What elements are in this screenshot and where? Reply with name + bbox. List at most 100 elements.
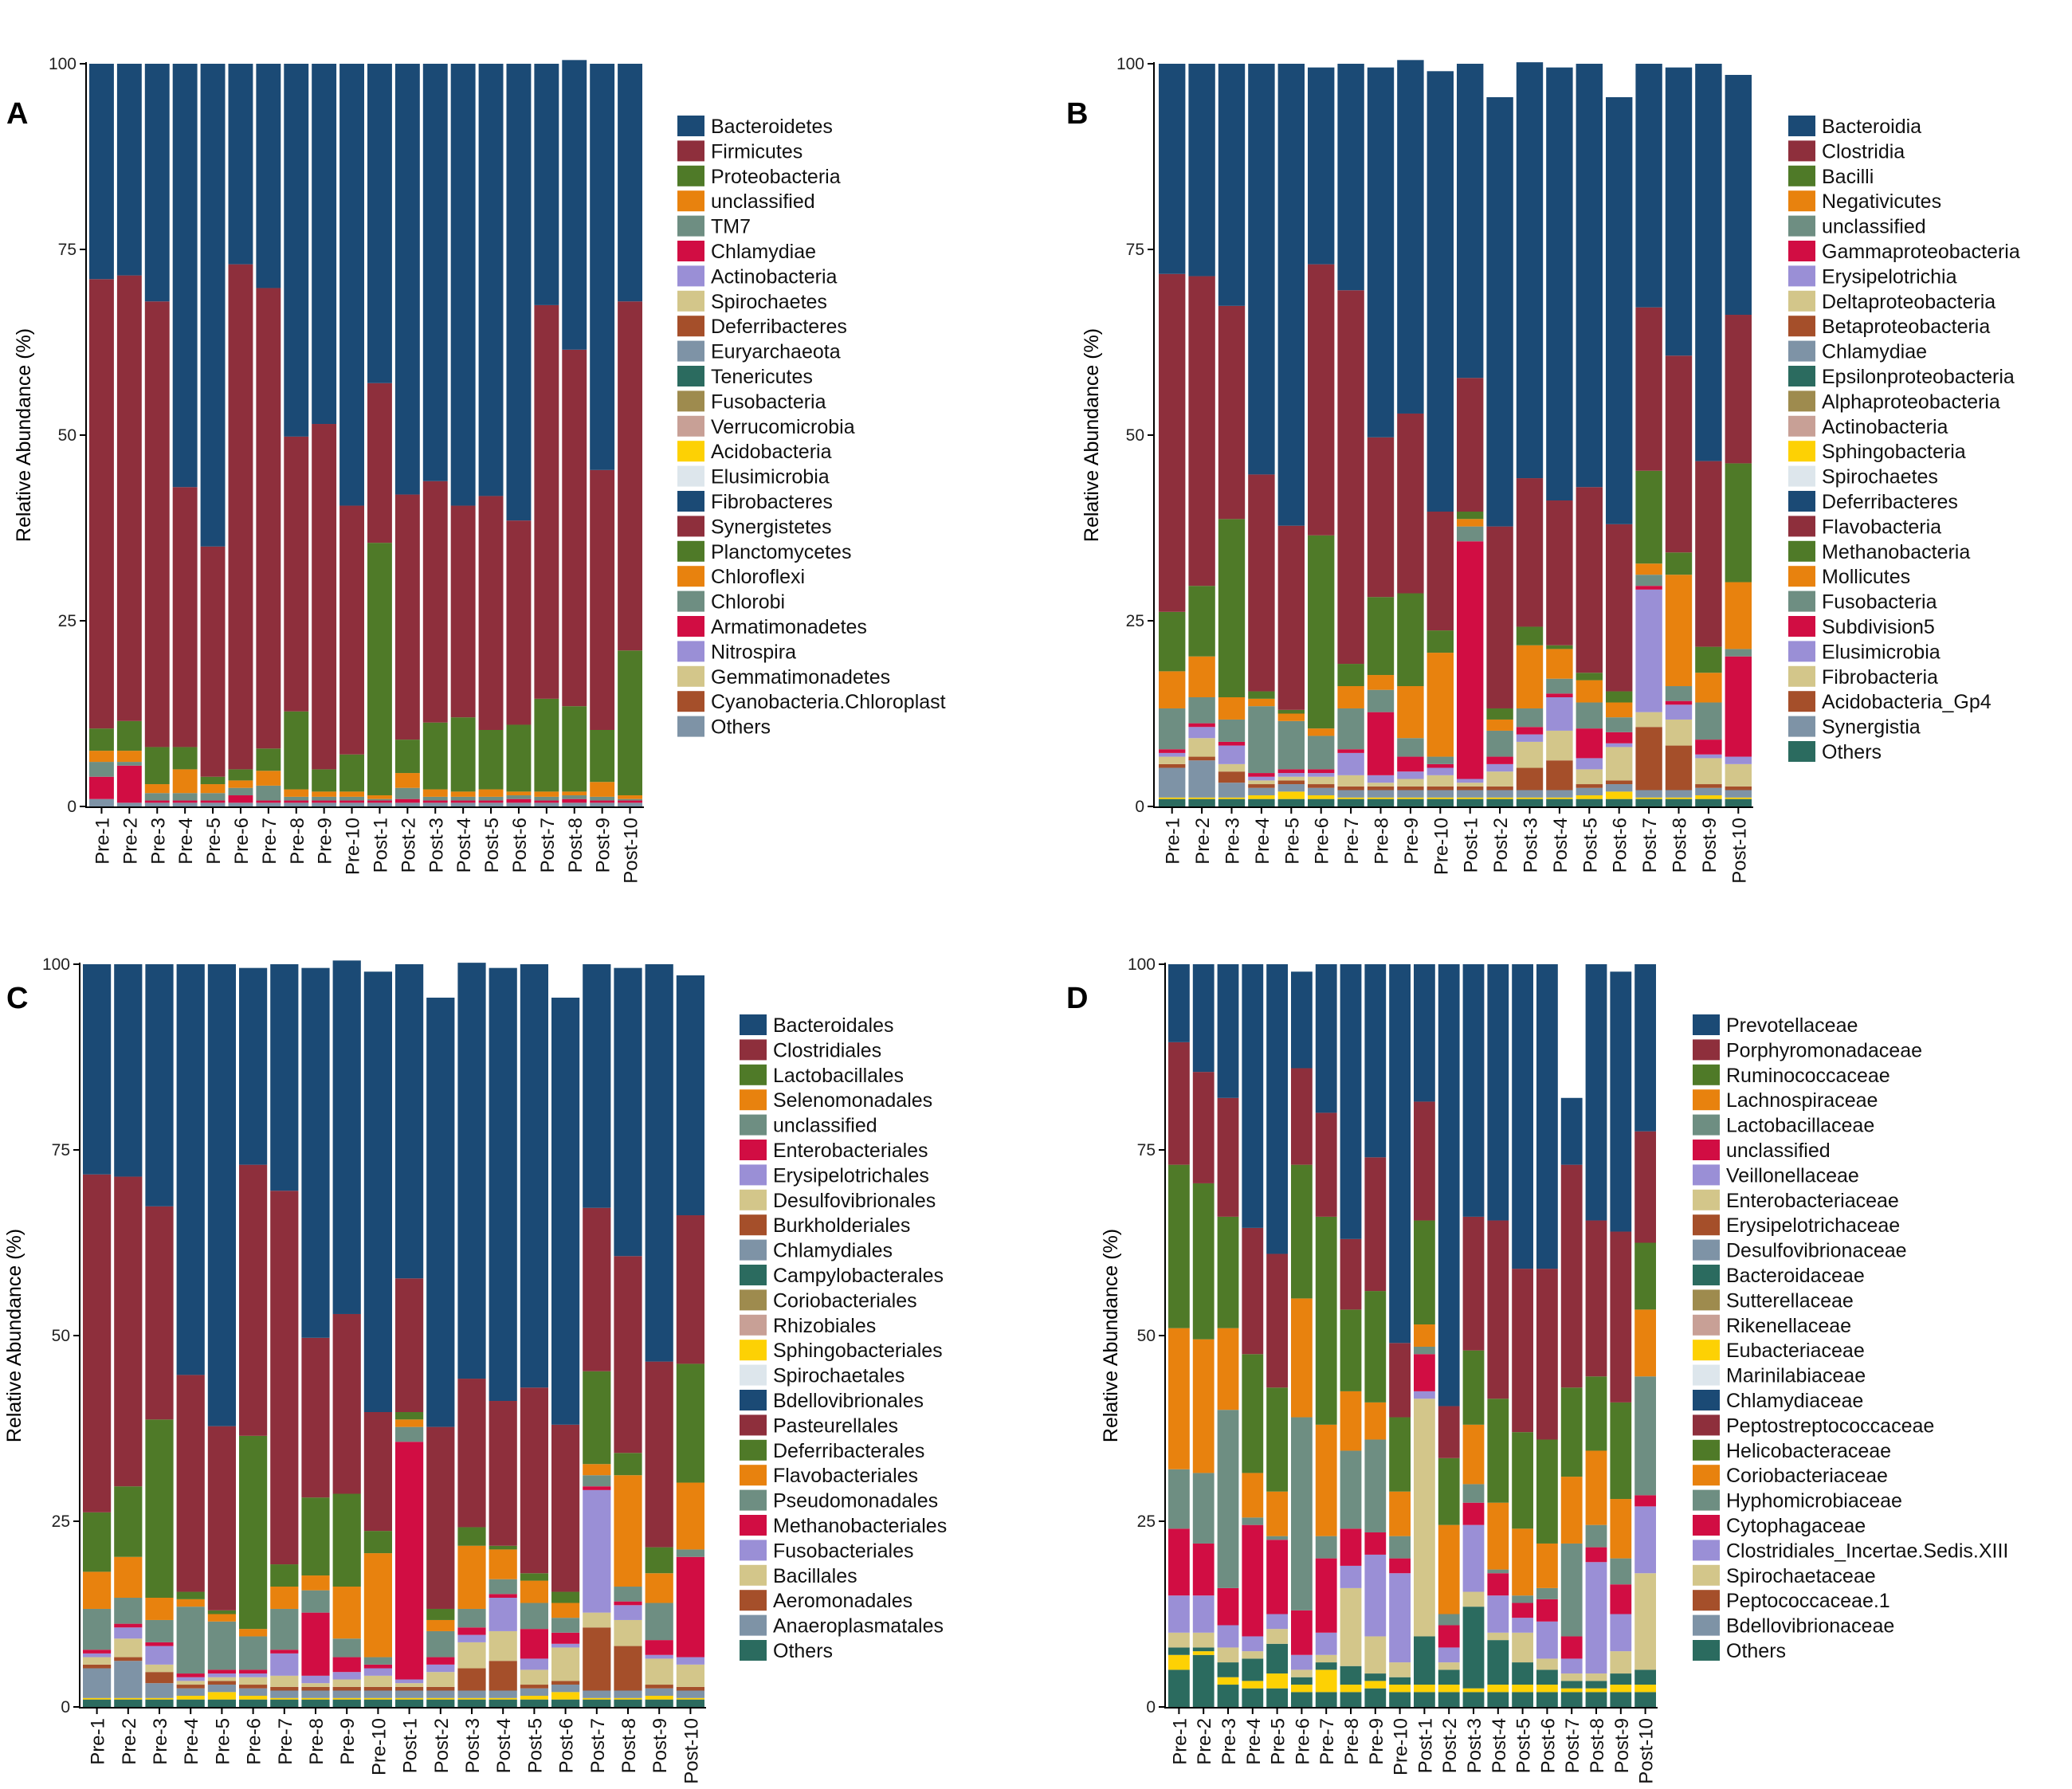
bar-segment (1192, 1473, 1215, 1544)
stacked-bar (172, 64, 198, 806)
bar-segment (457, 963, 486, 1379)
bar-segment (172, 769, 198, 794)
bar-segment (422, 796, 448, 801)
x-tick-label: Pre-10 (1430, 818, 1452, 875)
legend-swatch (677, 665, 704, 687)
bar-segment (1291, 1610, 1313, 1655)
bar-segment (1168, 1164, 1190, 1328)
bar-segment (114, 964, 143, 1177)
legend-label: Acidobacteria_Gp4 (1822, 691, 1992, 713)
bar-segment (1159, 797, 1186, 799)
legend-label: Helicobacteraceae (1726, 1440, 1891, 1462)
legend-swatch (740, 1439, 767, 1461)
bar-segment (1291, 1692, 1313, 1707)
bar-segment (1695, 740, 1722, 755)
bar-segment (1192, 964, 1215, 1073)
x-tick-label: Post-4 (1550, 818, 1572, 873)
bar-segment (332, 1679, 361, 1687)
bar-segment (1337, 290, 1364, 665)
bar-segment (590, 782, 615, 797)
bar-segment (1217, 1662, 1239, 1677)
bar-segment (645, 1658, 673, 1685)
bar-segment (583, 1489, 611, 1613)
bar-segment (284, 800, 309, 803)
bar-segment (1168, 1632, 1190, 1648)
bar-segment (367, 543, 392, 796)
bar-segment (1576, 795, 1603, 799)
legend-swatch (740, 1364, 767, 1386)
bar-segment (1217, 1587, 1239, 1626)
bar-segment (1546, 693, 1573, 697)
bar-segment (1242, 964, 1264, 1228)
legend-swatch (740, 1489, 767, 1511)
bar-segment (1217, 1677, 1239, 1685)
bar-segment (1414, 964, 1435, 1102)
bar-segment (284, 802, 309, 806)
bar-segment (395, 1679, 424, 1684)
bar-segment (1308, 787, 1335, 796)
bar-segment (676, 1482, 704, 1550)
bar-segment (284, 436, 309, 712)
legend-swatch (1788, 265, 1815, 287)
y-tick-label: 75 (1126, 241, 1144, 259)
bar-segment (426, 1630, 455, 1658)
bar-segment (89, 751, 114, 763)
bar-segment (1438, 1685, 1460, 1693)
legend-label: Erysipelotrichales (773, 1164, 929, 1187)
bar-segment (1397, 771, 1424, 779)
legend-swatch (677, 366, 704, 386)
bar-segment (1487, 1573, 1509, 1596)
y-tick-label: 75 (52, 1141, 70, 1159)
bar-segment (1277, 525, 1305, 710)
bar-segment (1512, 964, 1533, 1269)
bar-segment (1725, 797, 1752, 799)
bar-segment (1560, 1636, 1583, 1659)
bar-segment (145, 1672, 174, 1684)
legend-swatch (740, 1340, 767, 1361)
bar-segment (1291, 971, 1313, 1069)
legend-label: Deferribacteres (711, 316, 847, 338)
bar-segment (367, 802, 392, 806)
bar-segment (1576, 487, 1603, 673)
bar-segment (1725, 798, 1752, 806)
bar-segment (1397, 790, 1424, 798)
bar-segment (422, 481, 448, 723)
bar-segment (1337, 798, 1364, 806)
bar-segment (1462, 1484, 1485, 1503)
bar-segment (618, 64, 642, 302)
bar-segment (1560, 1692, 1583, 1707)
bar-segment (1536, 1599, 1558, 1622)
stacked-bar (1192, 964, 1215, 1707)
bar-segment (506, 791, 532, 796)
bar-segment (506, 520, 532, 725)
bar-segment (1340, 964, 1362, 1239)
bar-segment (426, 1664, 455, 1673)
stacked-bar (1516, 62, 1544, 806)
bar-segment (1560, 1477, 1583, 1544)
legend-label: Coriobacteriales (773, 1289, 917, 1312)
bar-segment (228, 769, 253, 781)
bar-segment (676, 1690, 704, 1698)
legend-label: Others (711, 716, 771, 739)
x-tick-label: Pre-1 (92, 818, 113, 865)
bar-segment (1248, 64, 1275, 475)
bar-segment (239, 1669, 268, 1674)
legend-swatch (1788, 465, 1815, 487)
bar-segment (1364, 964, 1387, 1158)
bar-segment (1487, 1640, 1509, 1685)
x-tick-label: Post-6 (509, 818, 531, 873)
bar-segment (1367, 775, 1395, 783)
bar-segment (645, 964, 673, 1362)
bar-segment (1606, 732, 1633, 743)
chart-panel-b: B Relative Abundance (%) 0 25 50 75 100 Pre-1 Pr… (1066, 55, 2020, 884)
bar-segment (614, 1601, 642, 1606)
bar-segment (114, 1699, 143, 1707)
bar-segment (1217, 1216, 1239, 1328)
bar-segment (363, 1675, 392, 1687)
legend-swatch (1693, 1064, 1720, 1085)
bar-segment (1610, 1231, 1632, 1403)
bar-segment (520, 1669, 548, 1685)
bar-segment (270, 1686, 299, 1691)
stacked-bar (1367, 67, 1395, 806)
bar-segment (1217, 1685, 1239, 1707)
